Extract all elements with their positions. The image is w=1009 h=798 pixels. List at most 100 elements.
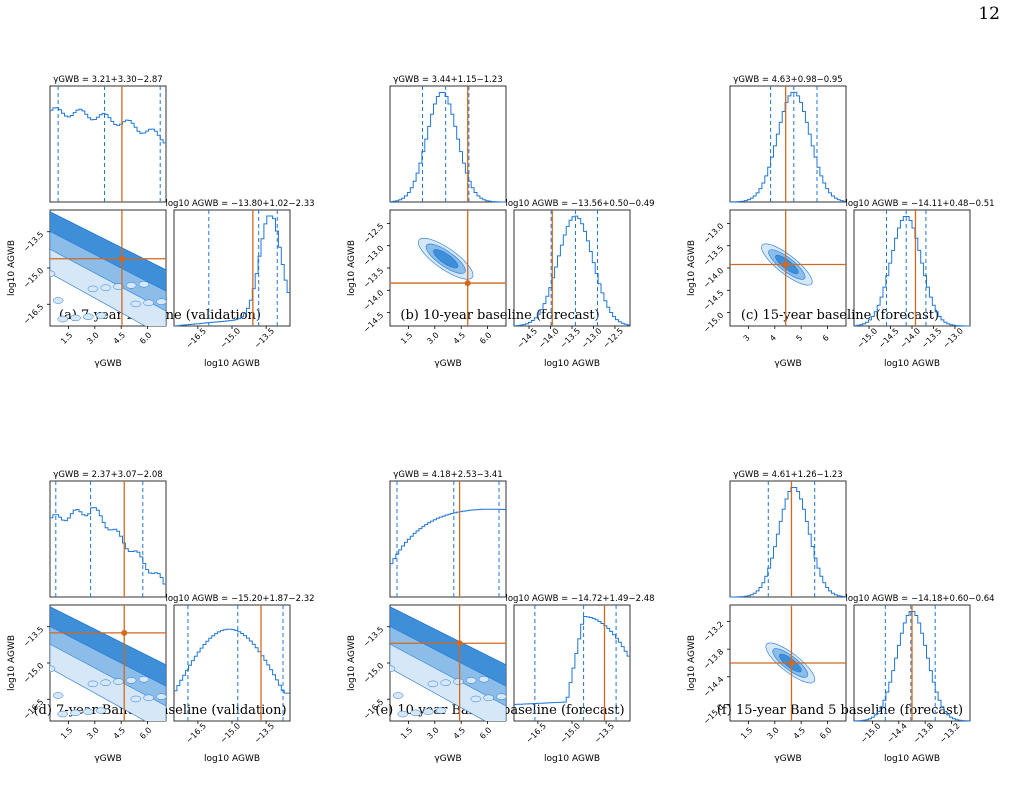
credible-island bbox=[52, 297, 64, 304]
corner-contours bbox=[390, 606, 506, 721]
amp-histogram bbox=[174, 215, 290, 327]
gamma-tick-label: 6.0 bbox=[478, 726, 493, 741]
gamma-histogram bbox=[50, 507, 166, 585]
credible-region bbox=[390, 606, 506, 687]
corner-figure: γGWB = 3.44+1.15−1.23 log10 AGWB = −13.56… bbox=[347, 75, 655, 369]
gamma-tick-label: 6.0 bbox=[138, 726, 153, 741]
credible-island bbox=[125, 282, 137, 289]
amp-y-tick-label: −14.0 bbox=[702, 266, 726, 290]
gamma-tick-label: 1.5 bbox=[59, 726, 74, 741]
corner-y-axis-label: log10 AGWB bbox=[347, 635, 357, 691]
amp-x-tick-label: −12.5 bbox=[601, 326, 625, 350]
credible-island bbox=[113, 283, 124, 290]
credible-island bbox=[57, 315, 69, 323]
gamma-tick-label: 5 bbox=[794, 333, 804, 343]
gamma-stat-label: γGWB = 4.61+1.26−1.23 bbox=[733, 470, 842, 480]
truth-marker bbox=[456, 640, 463, 647]
gamma-tick-label: 1.5 bbox=[59, 331, 74, 346]
corner-contours bbox=[418, 237, 474, 280]
corner-contours bbox=[50, 211, 166, 326]
amp-x-tick-label: −14.4 bbox=[885, 721, 909, 745]
amp-x-tick-label: −13.5 bbox=[593, 721, 617, 745]
gamma-histogram bbox=[730, 91, 846, 203]
amp-x-tick-label: −15.0 bbox=[218, 721, 242, 745]
credible-island bbox=[95, 707, 107, 714]
gamma-tick-label: 6.0 bbox=[478, 331, 493, 346]
gamma-histogram bbox=[730, 487, 846, 598]
corner-y-axis-label: log10 AGWB bbox=[687, 635, 697, 691]
amp-x-tick-label: −13.0 bbox=[941, 326, 965, 350]
amp-x-tick-label: −15.0 bbox=[859, 721, 883, 745]
truth-marker bbox=[464, 280, 471, 287]
gamma-axis-label: γGWB bbox=[774, 754, 801, 764]
amp-y-tick-label: −15.0 bbox=[362, 661, 386, 685]
gamma-tick-label: 4.5 bbox=[112, 331, 127, 346]
gamma-tick-label: 1.5 bbox=[739, 726, 754, 741]
gamma-tick-label: 6 bbox=[821, 333, 831, 343]
credible-island bbox=[87, 680, 99, 688]
credible-island bbox=[138, 675, 150, 683]
credible-island bbox=[130, 300, 142, 308]
caption-b: (b) 10-year baseline (forecast) bbox=[400, 308, 600, 323]
amp-axis-label: log10 AGWB bbox=[884, 359, 940, 369]
corner-y-axis-label: log10 AGWB bbox=[7, 635, 17, 691]
amp-y-tick-label: −13.0 bbox=[362, 244, 386, 268]
gamma-tick-label: 4 bbox=[768, 333, 778, 343]
axes-frame-top bbox=[49, 480, 167, 598]
truth-marker bbox=[782, 261, 789, 268]
amp-y-tick-label: −13.5 bbox=[702, 244, 726, 268]
corner-plot-d: (d) 7-year Band 5 baseline (validation) … bbox=[0, 465, 320, 764]
amp-y-tick-label: −12.5 bbox=[362, 221, 386, 245]
amp-x-tick-label: −16.5 bbox=[184, 721, 208, 745]
credible-region bbox=[433, 249, 459, 269]
corner-plot-c: (c) 15-year baseline (forecast) γGWB = 4… bbox=[680, 70, 1000, 369]
axes-frame-top bbox=[49, 85, 167, 203]
corner-y-axis-label: log10 AGWB bbox=[7, 240, 17, 296]
truth-marker bbox=[118, 255, 125, 262]
truth-marker bbox=[121, 629, 128, 636]
corner-y-axis-label: log10 AGWB bbox=[687, 240, 697, 296]
credible-island bbox=[143, 694, 154, 702]
amp-x-tick-label: −15.0 bbox=[218, 326, 242, 350]
credible-island bbox=[143, 299, 154, 307]
credible-island bbox=[52, 692, 64, 699]
credible-island bbox=[453, 678, 464, 685]
credible-island bbox=[156, 298, 166, 305]
credible-region bbox=[50, 606, 166, 687]
axes-frame-top bbox=[389, 85, 507, 203]
credible-island bbox=[70, 709, 81, 717]
credible-island bbox=[50, 665, 56, 673]
credible-island bbox=[113, 678, 124, 685]
credible-island bbox=[83, 708, 94, 715]
gamma-axis-label: γGWB bbox=[94, 754, 121, 764]
credible-island bbox=[95, 312, 107, 319]
amp-axis-label: log10 AGWB bbox=[544, 754, 600, 764]
axes-frame-top bbox=[729, 480, 847, 598]
corner-figure: γGWB = 4.61+1.26−1.23 log10 AGWB = −14.18… bbox=[687, 470, 995, 764]
corner-figure: γGWB = 3.21+3.30−2.87 log10 AGWB = −13.80… bbox=[7, 75, 315, 369]
corner-plot-f: (f) 15-year Band 5 baseline (forecast) γ… bbox=[680, 465, 1000, 764]
amp-x-tick-label: −16.5 bbox=[524, 721, 548, 745]
amp-x-tick-label: −15.0 bbox=[558, 721, 582, 745]
gamma-tick-label: 6.0 bbox=[818, 726, 833, 741]
gamma-tick-label: 1.5 bbox=[399, 331, 414, 346]
amp-x-tick-label: −13.5 bbox=[558, 326, 582, 350]
amp-x-tick-label: −15.0 bbox=[855, 326, 879, 350]
gamma-axis-label: γGWB bbox=[774, 359, 801, 369]
gamma-tick-label: 3.0 bbox=[425, 331, 440, 346]
amp-axis-label: log10 AGWB bbox=[884, 754, 940, 764]
gamma-stat-label: γGWB = 3.21+3.30−2.87 bbox=[53, 75, 162, 85]
amp-y-tick-label: −13.5 bbox=[22, 625, 46, 649]
corner-contours bbox=[50, 606, 166, 721]
amp-stat-label: log10 AGWB = −13.80+1.02−2.33 bbox=[165, 199, 314, 209]
amp-stat-label: log10 AGWB = −14.72+1.49−2.48 bbox=[505, 594, 654, 604]
axes-frame-top bbox=[729, 85, 847, 203]
credible-island bbox=[435, 707, 447, 714]
credible-island bbox=[70, 314, 81, 322]
amp-histogram bbox=[174, 628, 290, 694]
amp-x-tick-label: −13.0 bbox=[580, 326, 604, 350]
corner-plot-b: (b) 10-year baseline (forecast) γGWB = 3… bbox=[340, 70, 660, 369]
corner-y-axis-label: log10 AGWB bbox=[347, 240, 357, 296]
amp-x-tick-label: −16.5 bbox=[184, 326, 208, 350]
amp-x-tick-label: −13.5 bbox=[253, 326, 277, 350]
